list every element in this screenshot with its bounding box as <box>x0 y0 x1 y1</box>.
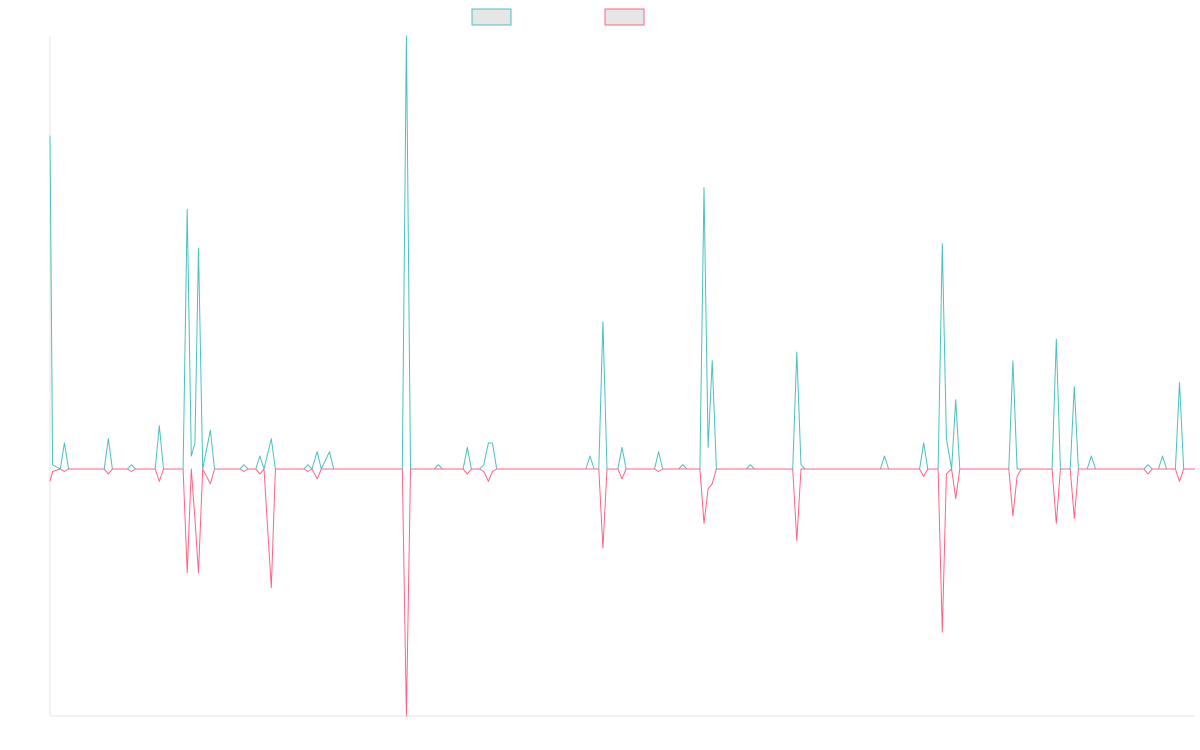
series-line-2 <box>49 468 1195 717</box>
legend[interactable] <box>471 8 645 26</box>
legend-swatch-1[interactable] <box>471 8 512 26</box>
legend-swatch-2[interactable] <box>604 8 645 26</box>
series-group <box>49 35 1195 717</box>
series-line-1 <box>49 35 1195 470</box>
